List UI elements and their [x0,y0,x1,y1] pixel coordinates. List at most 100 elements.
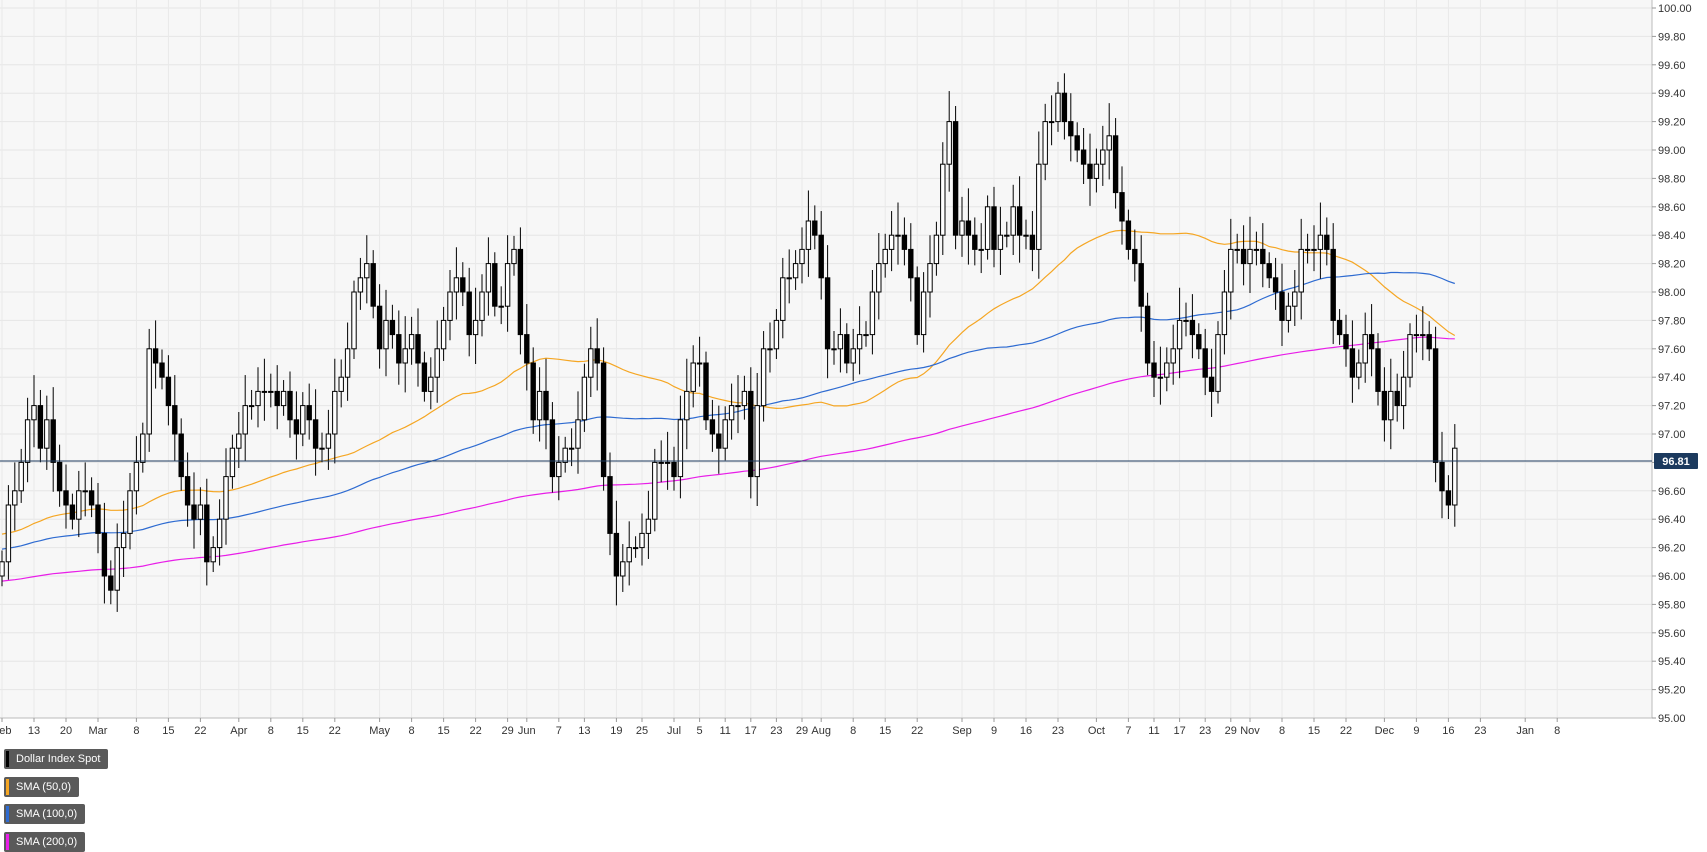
candle [1119,166,1125,245]
candle-body-down [703,362,709,421]
candle-body-up [255,390,261,407]
candle-body-up [933,234,940,265]
candle [120,500,127,577]
y-tick-label: 96.40 [1658,514,1686,526]
candle [1394,373,1400,422]
candle-body-down [1260,248,1266,265]
candle [690,345,696,408]
candle [1311,225,1317,272]
candle [504,235,511,332]
plot-background [0,0,1652,718]
candle [396,310,402,385]
candle-body-up [1362,334,1368,364]
x-tick-label: 13 [28,725,40,737]
candle-body-up [428,376,434,392]
candle [1138,235,1144,332]
candle-body-down [370,263,376,307]
legend-item-sma-100[interactable]: SMA (100,0) [4,804,86,824]
candle-body-up [652,461,658,520]
candle-body-up [472,319,479,336]
candle [364,235,370,304]
candle [1215,321,1221,404]
x-tick-label: Sep [952,725,972,737]
candle-body-down [1394,390,1400,407]
candle [293,391,300,460]
x-tick-label: 19 [610,725,622,737]
candle [460,262,466,307]
candle-body-down [37,405,44,449]
candle [869,269,876,355]
legend-label: Dollar Index Spot [16,753,101,765]
candle-body-down [530,362,536,421]
candle [1439,431,1445,519]
x-tick-label: Mar [89,725,108,737]
x-tick-label: 22 [329,725,341,737]
candle [1336,309,1343,345]
candle [722,406,728,461]
candle-body-up [1407,334,1413,378]
candle-body-down [1144,305,1151,364]
legend-label: SMA (100,0) [16,808,78,820]
candle-body-down [818,234,824,279]
candle-body-down [95,504,101,534]
candle-body-down [1272,277,1279,293]
candle [402,316,408,393]
candle [805,190,812,277]
candle-body-down [607,476,613,534]
candle-body-down [88,490,95,506]
candle [754,372,760,506]
legend-item-sma-50[interactable]: SMA (50,0) [4,777,80,797]
candle [31,375,37,448]
candle-body-down [1445,490,1452,506]
candle-body-up [556,461,562,478]
candle-body-down [1279,291,1285,321]
y-tick-label: 95.20 [1658,685,1686,697]
candle [479,274,485,337]
x-tick-label: Jun [518,725,536,737]
candle-body-up [1304,248,1311,251]
x-tick-label: 16 [1442,725,1454,737]
x-tick-label: 23 [1052,725,1064,737]
candle-body-up [837,334,844,350]
candle-body-up [664,461,671,464]
candle [984,195,991,260]
candle [792,250,799,290]
candle [952,105,959,250]
candle-body-up [0,561,5,577]
legend-item-sma-200[interactable]: SMA (200,0) [4,832,86,852]
candle-body-up [888,234,895,250]
x-tick-label: 17 [1173,725,1185,737]
x-tick-label: 23 [1474,725,1486,737]
candle [933,221,940,276]
x-tick-label: 16 [1020,725,1032,737]
candle [1176,287,1183,379]
x-tick-label: Aug [811,725,831,737]
legend-item-dollar-index[interactable]: Dollar Index Spot [4,749,109,769]
candle [184,452,191,527]
candle [223,448,229,545]
candle-body-up [5,504,12,563]
x-tick-label: Apr [230,725,247,737]
candle-body-up [1356,362,1362,378]
candle [108,560,114,605]
candle-body-up [1093,163,1100,179]
candle [536,367,543,442]
candle [319,432,325,463]
candle [1330,223,1336,345]
candle-body-down [1138,263,1144,307]
x-tick-label: 8 [1279,725,1285,737]
candle [1087,133,1093,206]
candle-body-up [434,348,440,378]
candle [837,308,844,373]
candle [229,434,236,489]
candle [255,367,261,428]
candle-body-down [1349,348,1356,378]
candle-body-down [844,334,850,364]
y-tick-label: 95.80 [1658,599,1686,611]
candle-body-up [940,163,946,236]
candle-body-down [69,504,76,520]
candle-body-down [1375,348,1381,392]
candle [684,358,690,450]
candle-body-up [383,319,389,350]
